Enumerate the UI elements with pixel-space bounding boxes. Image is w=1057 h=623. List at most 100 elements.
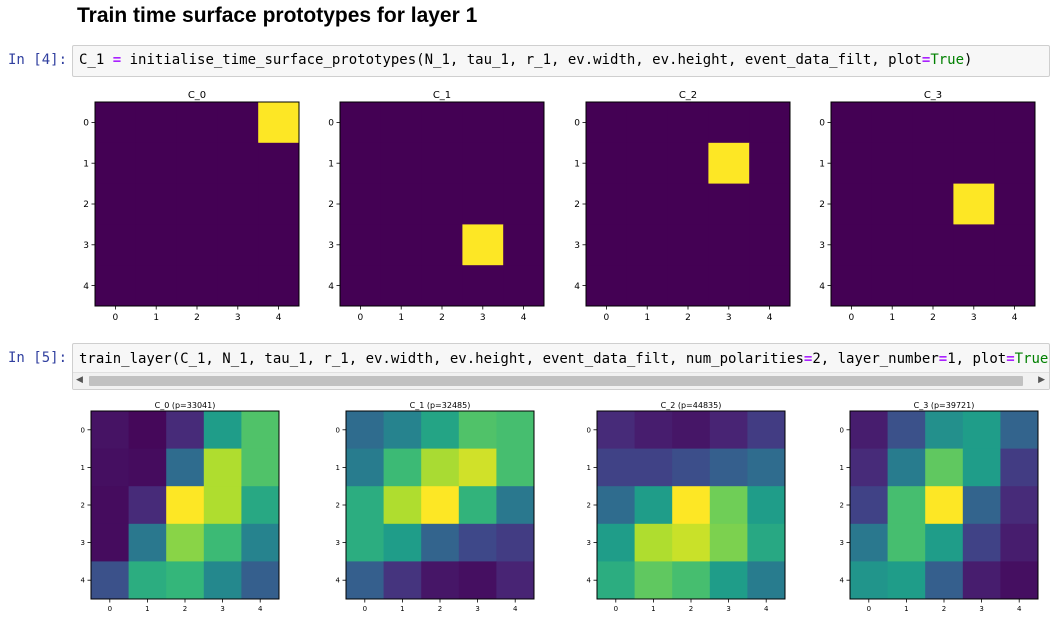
x-tick-label: 3 [235, 313, 241, 323]
heatmap-title: C_3 (p=39721) [914, 401, 975, 410]
horizontal-scrollbar[interactable]: ◀ ▶ [73, 372, 1049, 389]
code-cell-2-source[interactable]: train_layer(C_1, N_1, tau_1, r_1, ev.wid… [79, 351, 1048, 367]
cell-2-prompt: In [5]: [8, 350, 68, 366]
x-tick-label: 4 [276, 313, 282, 323]
heatmap-cell [346, 523, 384, 562]
heatmap-cell [128, 561, 167, 600]
heatmap-cell [383, 523, 422, 562]
scrollbar-thumb[interactable] [89, 376, 1023, 386]
heatmap-cell [258, 224, 300, 266]
heatmap-cell [962, 448, 1001, 487]
code-token: = [921, 52, 931, 68]
heatmap-cell [962, 561, 1001, 600]
heatmap-cell [496, 561, 535, 600]
heatmap-cell [458, 523, 497, 562]
heatmap-cell [672, 411, 711, 449]
heatmap-cell [747, 448, 786, 487]
x-tick-label: 1 [153, 313, 159, 323]
y-tick-label: 0 [587, 426, 591, 434]
y-tick-label: 1 [81, 464, 85, 472]
heatmap-cell [749, 102, 791, 144]
heatmap-cell [887, 486, 926, 525]
heatmap-cell [586, 142, 628, 184]
heatmap-cell [708, 102, 750, 144]
code-token: C_1 [79, 52, 113, 68]
heatmap-cell [383, 448, 422, 487]
heatmap-cell [135, 102, 177, 144]
heatmap-cell [667, 183, 709, 225]
heatmap-cell [597, 486, 635, 525]
heatmap-title: C_1 [433, 90, 451, 101]
x-tick-label: 2 [685, 313, 691, 323]
x-tick-label: 3 [726, 313, 732, 323]
y-tick-label: 4 [587, 577, 592, 585]
heatmap-cell [176, 224, 218, 266]
code-cell-1[interactable]: C_1 = initialise_time_surface_prototypes… [72, 45, 1050, 77]
heatmap-cell [597, 448, 635, 487]
y-tick-label: 2 [83, 200, 89, 210]
heatmap-cell [258, 183, 300, 225]
x-tick-label: 0 [358, 313, 364, 323]
heatmap-cell [850, 523, 888, 562]
heatmap-cell [634, 448, 673, 487]
scroll-right-icon[interactable]: ▶ [1038, 375, 1045, 385]
heatmap-cell [340, 183, 382, 225]
y-tick-label: 0 [336, 426, 340, 434]
code-token: train_layer(C_1, N_1, tau_1, r_1, ev.wid… [79, 351, 804, 367]
code-cell-2[interactable]: train_layer(C_1, N_1, tau_1, r_1, ev.wid… [72, 343, 1050, 390]
heatmap-cell [421, 224, 463, 266]
heatmap-cell [462, 102, 504, 144]
heatmap-cell [667, 265, 709, 307]
heatmap-cell [708, 265, 750, 307]
heatmap-cell [91, 448, 129, 487]
heatmap-cell [709, 448, 748, 487]
heatmap-cell [747, 561, 786, 600]
heatmap-cell [626, 142, 668, 184]
y-tick-label: 2 [587, 501, 591, 509]
heatmap-cell [380, 224, 422, 266]
heatmap-cell [128, 448, 167, 487]
y-tick-label: 2 [840, 501, 844, 509]
heatmap-cell [258, 265, 300, 307]
heatmap-cell [1000, 486, 1039, 525]
heatmap-cell [176, 102, 218, 144]
y-tick-label: 1 [83, 159, 89, 169]
heatmap-cell [747, 486, 786, 525]
y-tick-label: 0 [83, 119, 89, 129]
heatmap-cell [626, 183, 668, 225]
heatmap-cell [135, 142, 177, 184]
x-tick-label: 3 [971, 313, 977, 323]
heatmap-cell [203, 448, 242, 487]
heatmap-title: C_1 (p=32485) [410, 401, 471, 410]
scroll-left-icon[interactable]: ◀ [76, 375, 83, 385]
heatmap-cell [166, 411, 205, 449]
y-tick-label: 2 [81, 501, 85, 509]
heatmap-cell [709, 411, 748, 449]
heatmap-cell [421, 561, 460, 600]
heatmap-cell [831, 224, 873, 266]
y-tick-label: 1 [574, 159, 580, 169]
y-tick-label: 3 [819, 241, 825, 251]
heatmap-cell [203, 486, 242, 525]
heatmap-cell [128, 411, 167, 449]
heatmap-cell [626, 102, 668, 144]
heatmap-cell [749, 224, 791, 266]
heatmap-cell [380, 265, 422, 307]
code-token: ) [964, 52, 973, 68]
x-tick-label: 2 [438, 605, 442, 613]
heatmap-cell [380, 142, 422, 184]
heatmap-cell [953, 183, 995, 225]
code-cell-1-source[interactable]: C_1 = initialise_time_surface_prototypes… [79, 52, 972, 68]
heatmap-cell [912, 224, 954, 266]
heatmap-cell [217, 265, 259, 307]
heatmap-cell [421, 411, 460, 449]
heatmap-cell [166, 523, 205, 562]
heatmap-cell [912, 183, 954, 225]
heatmap-cell [586, 102, 628, 144]
heatmap-cell [421, 183, 463, 225]
heatmap-cell [962, 523, 1001, 562]
heatmap-cell [626, 224, 668, 266]
y-tick-label: 2 [819, 200, 825, 210]
heatmap-cell [912, 265, 954, 307]
heatmap-cell [831, 142, 873, 184]
